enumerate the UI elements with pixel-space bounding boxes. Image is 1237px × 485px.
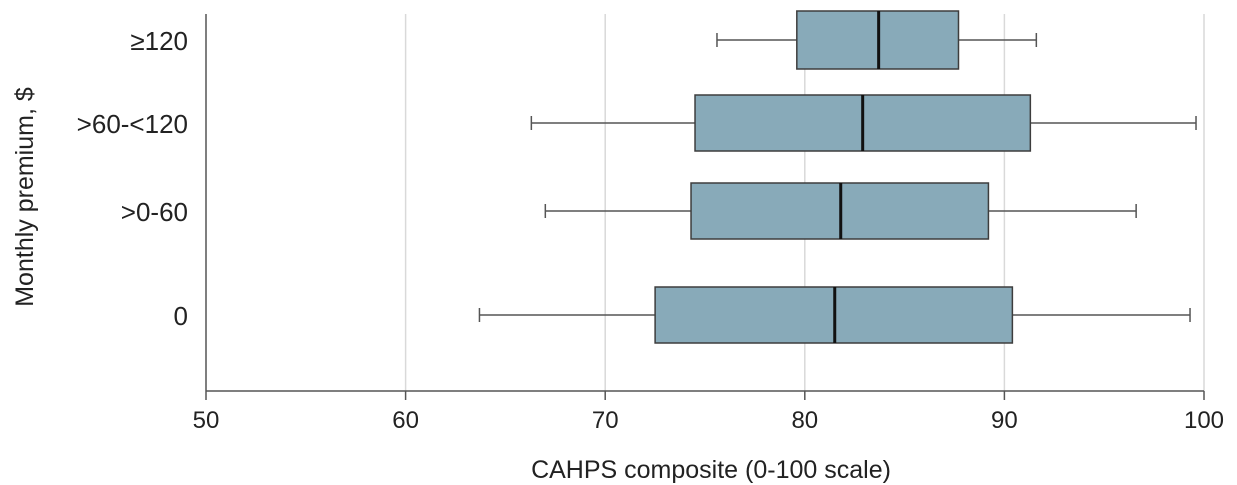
- category-label-1: >0-60: [121, 197, 188, 227]
- x-tick-label-60: 60: [392, 407, 419, 434]
- category-label-0: 0: [174, 301, 188, 331]
- x-tick-label-80: 80: [791, 407, 818, 434]
- box-layer: [478, 10, 1197, 344]
- x-tick-label-90: 90: [991, 407, 1018, 434]
- box-3: [716, 10, 1038, 70]
- x-tick-label-100: 100: [1184, 407, 1224, 434]
- axis-layer: [205, 14, 1205, 400]
- box-2: [530, 94, 1197, 152]
- y-axis-title: Monthly premium, $: [11, 87, 39, 307]
- box-1: [544, 182, 1137, 240]
- box-0: [478, 286, 1191, 344]
- category-label-2: >60-<120: [77, 109, 188, 139]
- category-label-3: ≥120: [130, 26, 188, 56]
- x-tick-label-70: 70: [592, 407, 619, 434]
- label-layer: 50 60 70 80 90 100 0 >0-60 >60-<120 ≥120: [77, 26, 1224, 434]
- x-axis-title: CAHPS composite (0-100 scale): [531, 456, 891, 484]
- x-tick-label-50: 50: [193, 407, 220, 434]
